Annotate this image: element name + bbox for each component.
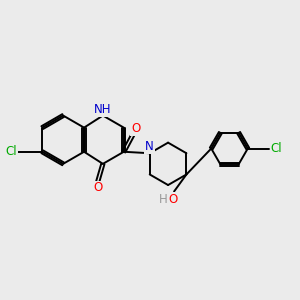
Text: O: O	[168, 193, 177, 206]
Text: Cl: Cl	[271, 142, 282, 155]
Text: Cl: Cl	[6, 145, 17, 158]
Text: N: N	[145, 140, 154, 153]
Text: O: O	[131, 122, 140, 135]
Text: H: H	[158, 193, 167, 206]
Text: O: O	[93, 182, 102, 194]
Text: NH: NH	[94, 103, 112, 116]
